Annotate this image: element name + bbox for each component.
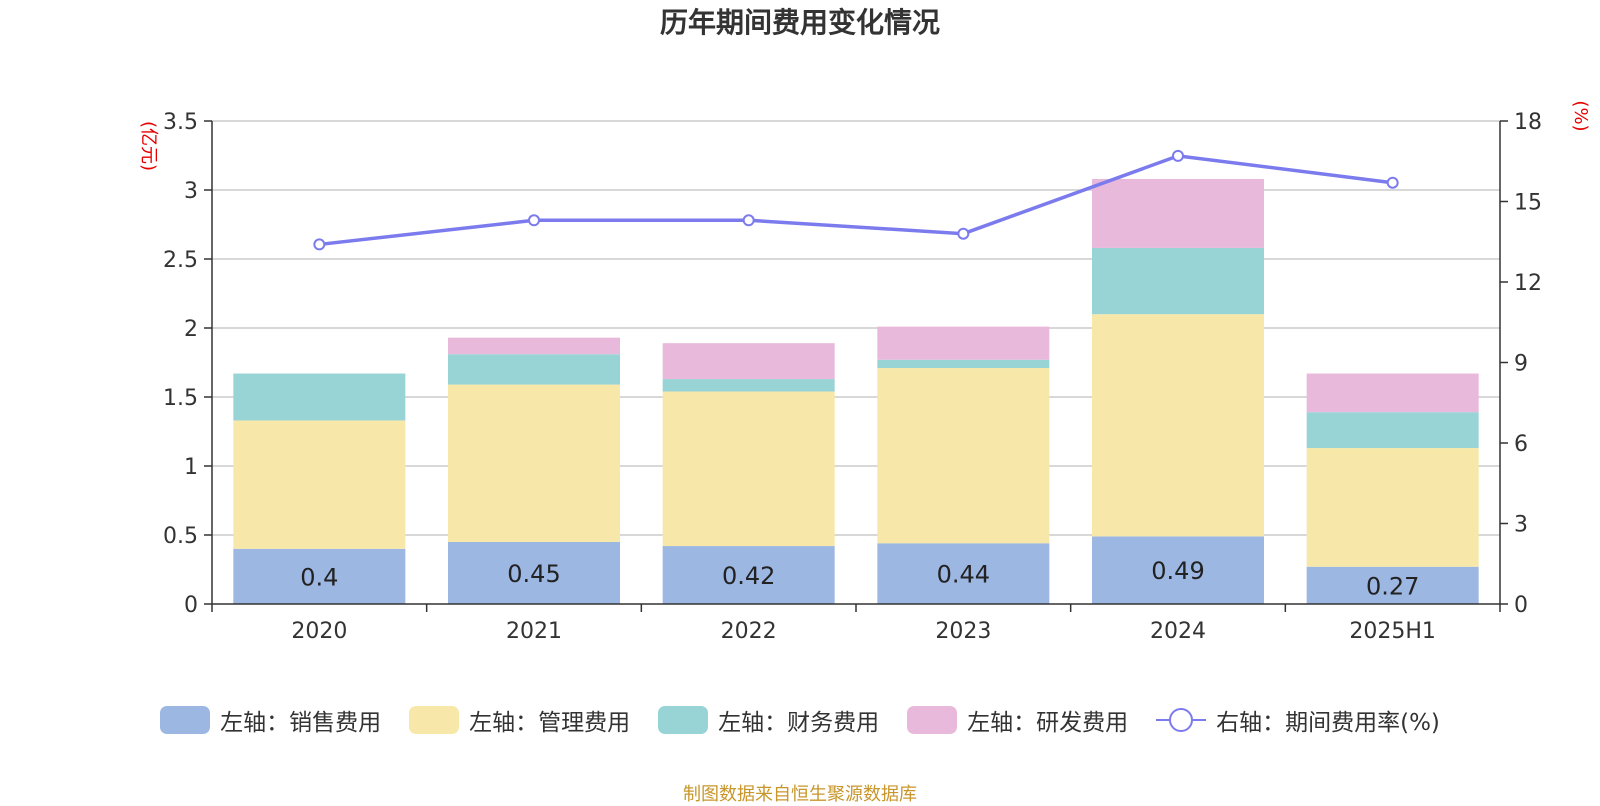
bar-data-label: 0.44: [937, 561, 990, 589]
bar-segment: [877, 543, 1050, 604]
legend-swatch: [409, 706, 460, 734]
legend-swatch: [907, 706, 958, 734]
bar-segment: [877, 359, 1050, 369]
bar-segment: [448, 337, 620, 355]
legend-label: 左轴：研发费用: [967, 710, 1129, 736]
rate-point: [957, 227, 970, 240]
bar-segment: [1092, 314, 1264, 537]
right-axis-unit: (%): [1570, 100, 1591, 131]
legend-swatch: [658, 706, 709, 734]
bar-segment: [448, 384, 620, 542]
bar-data-label: 0.4: [300, 563, 338, 591]
bars: 0.4 0.45 0.42 0.44 0.49 0.27: [233, 178, 1479, 604]
bar-segment: [1306, 566, 1479, 604]
rate-line: [313, 149, 1399, 251]
legend-item[interactable]: 左轴：财务费用: [658, 703, 879, 737]
bar-segment: [662, 379, 835, 392]
left-tick-label: 3.5: [163, 110, 198, 135]
chart-svg: 历年期间费用变化情况 0.4 0.45 0.42 0.44 0.49 0.27 0 0.5 1…: [138, 6, 1591, 644]
bar-segment: [1092, 536, 1264, 604]
bar-segment: [233, 548, 406, 604]
left-tick-label: 3: [184, 179, 198, 204]
x-tick-label: 2021: [506, 619, 562, 644]
legend-label: 左轴：财务费用: [718, 710, 880, 736]
legend-label: 左轴：管理费用: [469, 710, 631, 736]
bar-segment: [1306, 412, 1479, 449]
left-axis-unit: (亿元): [138, 121, 159, 171]
bar-segment: [1306, 448, 1479, 567]
bar-data-label: 0.45: [507, 560, 560, 588]
right-tick-label: 0: [1514, 593, 1528, 618]
x-tick-label: 2023: [935, 619, 991, 644]
legend-item[interactable]: 右轴：期间费用率(%): [1156, 703, 1440, 737]
bar-data-label: 0.27: [1366, 572, 1419, 600]
chart-title: 历年期间费用变化情况: [660, 6, 940, 39]
x-tick-label: 2022: [721, 619, 777, 644]
legend-item[interactable]: 左轴：管理费用: [409, 703, 630, 737]
rate-point: [742, 214, 755, 227]
left-tick-label: 0.5: [163, 524, 198, 549]
x-tick-label: 2020: [291, 619, 347, 644]
rate-point: [1172, 149, 1184, 162]
x-tick-label: 2024: [1150, 619, 1206, 644]
bar-segment: [1092, 247, 1264, 315]
legend-swatch: [160, 706, 211, 734]
left-tick-label: 2: [184, 317, 198, 342]
left-tick-label: 0: [184, 593, 198, 618]
bar-segment: [448, 354, 620, 385]
left-tick-label: 1: [184, 455, 198, 480]
right-tick-label: 12: [1514, 271, 1542, 296]
rate-line-path: [319, 154, 1393, 247]
bar-segment: [233, 373, 406, 421]
bar-segment: [448, 541, 620, 604]
axes: 0 0.5 1 1.5 2 2.5 3 3.5 0 3 6 9 12 15 18 (亿元) (%) 2020 202…: [138, 100, 1591, 644]
left-tick-label: 2.5: [163, 248, 198, 273]
rate-point: [1386, 176, 1399, 189]
bar-segment: [877, 326, 1050, 360]
left-tick-label: 1.5: [163, 386, 198, 411]
rate-point: [528, 214, 540, 227]
bar-segment: [1306, 373, 1479, 413]
legend-label: 右轴：期间费用率(%): [1216, 710, 1440, 736]
grid-lines: [212, 120, 1500, 536]
legend-label: 左轴：销售费用: [220, 710, 382, 736]
legend: 左轴：销售费用 左轴：管理费用 左轴：财务费用 左轴：研发费用 右轴：期间费用率(%): [0, 700, 1600, 740]
x-tick-label: 2025H1: [1349, 619, 1436, 644]
right-tick-label: 9: [1514, 352, 1528, 377]
bar-segment: [877, 368, 1050, 544]
bar-segment: [1092, 178, 1264, 248]
bar-segment: [662, 546, 835, 604]
bar-data-label: 0.42: [722, 562, 775, 590]
bar-segment: [662, 391, 835, 547]
right-tick-label: 6: [1514, 432, 1528, 457]
rate-point: [313, 238, 326, 251]
right-tick-label: 15: [1514, 191, 1542, 216]
bar-data-label: 0.49: [1151, 557, 1204, 585]
bar-segment: [662, 343, 835, 380]
bar-segment: [233, 420, 406, 549]
legend-item[interactable]: 左轴：研发费用: [907, 703, 1128, 737]
right-tick-label: 3: [1514, 513, 1528, 538]
legend-item[interactable]: 左轴：销售费用: [160, 703, 381, 737]
legend-line-marker: [1156, 706, 1207, 734]
right-tick-label: 18: [1514, 110, 1542, 135]
source-note: 制图数据来自恒生聚源数据库: [683, 784, 917, 805]
